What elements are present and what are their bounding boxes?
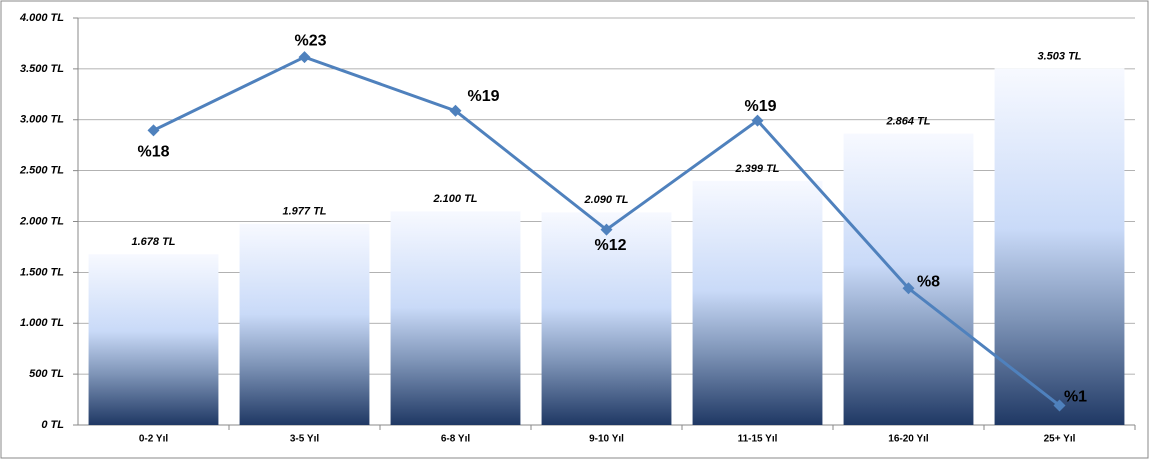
y-tick-label: 1.000 TL <box>20 317 64 329</box>
line-marker <box>751 114 764 127</box>
bar-value-label: 2.864 TL <box>885 115 930 127</box>
y-tick-label: 3.500 TL <box>20 63 64 75</box>
bar-value-label: 3.503 TL <box>1037 50 1081 62</box>
x-tick-label: 9-10 Yıl <box>589 434 624 445</box>
x-tick-label: 6-8 Yıl <box>441 434 470 445</box>
line-value-label: %19 <box>467 88 499 105</box>
bar-value-label: 1.977 TL <box>282 206 326 218</box>
bar <box>692 180 823 425</box>
bar-value-label: 2.399 TL <box>734 163 779 175</box>
x-tick-label: 16-20 Yıl <box>888 434 929 445</box>
line-value-label: %8 <box>917 273 940 290</box>
line-value-label: %12 <box>594 237 626 254</box>
bar <box>994 68 1125 425</box>
bar <box>541 212 672 425</box>
y-tick-label: 2.000 TL <box>19 215 64 227</box>
bar <box>843 133 974 425</box>
bar <box>390 211 521 425</box>
line-marker <box>902 282 915 295</box>
line-marker <box>1053 399 1066 412</box>
line-marker <box>449 104 462 117</box>
line-value-label: %19 <box>744 98 776 115</box>
bar <box>239 223 370 425</box>
line-marker <box>298 51 311 64</box>
line-marker <box>600 223 613 236</box>
x-tick-label: 3-5 Yıl <box>290 434 319 445</box>
x-tick-label: 11-15 Yıl <box>738 434 778 445</box>
y-tick-label: 2.500 TL <box>19 165 64 177</box>
line-value-label: %1 <box>1064 389 1087 406</box>
line-value-label: %18 <box>137 144 169 161</box>
y-tick-label: 1.500 TL <box>20 266 64 278</box>
bar-value-label: 1.678 TL <box>131 236 175 248</box>
y-tick-label: 500 TL <box>29 368 64 380</box>
y-tick-label: 4.000 TL <box>19 12 64 24</box>
bar-value-label: 2.090 TL <box>583 194 628 206</box>
y-tick-label: 0 TL <box>41 419 64 431</box>
y-tick-label: 3.000 TL <box>20 114 64 126</box>
x-tick-label: 25+ Yıl <box>1044 434 1076 445</box>
x-tick-label: 0-2 Yıl <box>139 434 168 445</box>
line-marker <box>147 124 160 137</box>
bar <box>88 254 219 425</box>
bar-value-label: 2.100 TL <box>432 193 477 205</box>
line-value-label: %23 <box>294 32 326 49</box>
